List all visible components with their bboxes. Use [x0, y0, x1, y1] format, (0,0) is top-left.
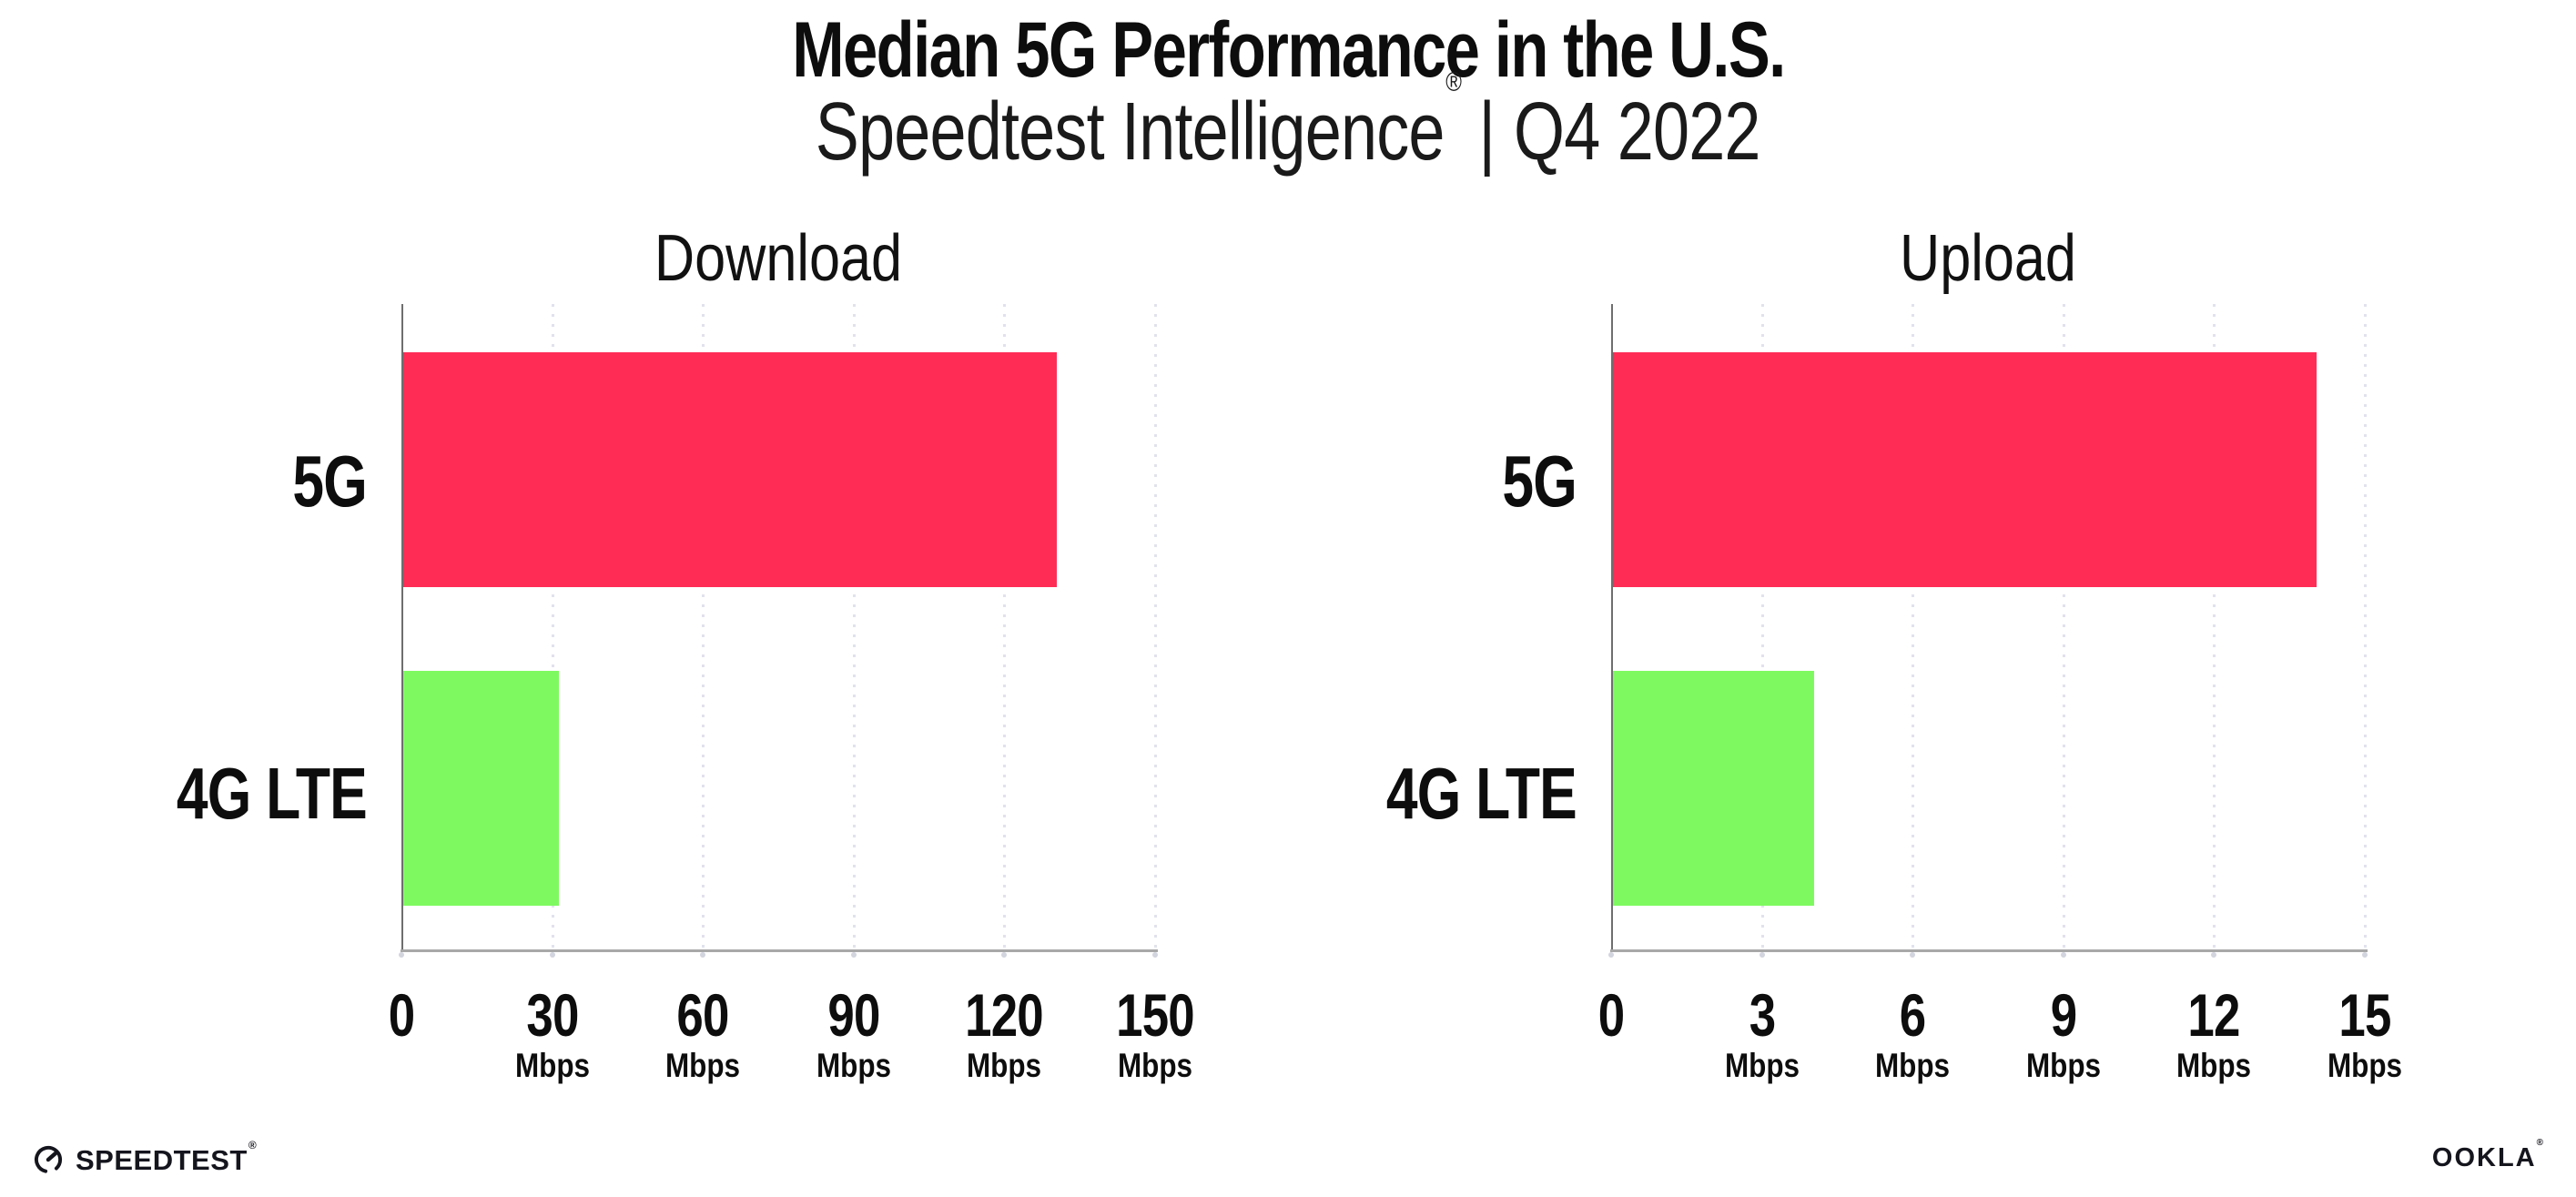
y-axis-spine: [401, 304, 403, 949]
x-tick-mark: [1001, 952, 1008, 958]
category-label-5g: 5G: [292, 441, 367, 522]
ookla-label: OOKLA: [2431, 1143, 2537, 1172]
x-tick-mark: [1759, 952, 1765, 958]
gridline: [1003, 304, 1007, 949]
x-axis-line: [1610, 949, 2368, 952]
speedtest-label: SPEEDTEST: [76, 1143, 248, 1176]
ookla-registered-mark: ®: [2536, 1138, 2545, 1149]
x-tick-label: 15: [2338, 981, 2391, 1049]
gridline: [702, 304, 705, 949]
x-tick-label: 60: [676, 981, 730, 1049]
y-axis-spine: [1611, 304, 1613, 949]
x-tick-label: 30: [526, 981, 579, 1049]
x-tick-mark: [1910, 952, 1916, 958]
bar-4g-lte: [1613, 671, 1814, 906]
x-tick-label: 150: [1116, 981, 1195, 1049]
x-tick-label: 12: [2187, 981, 2241, 1049]
x-tick-label: 0: [1597, 981, 1625, 1049]
speedtest-gauge-icon: [34, 1145, 63, 1173]
gridline: [2364, 304, 2367, 949]
registered-mark-icon: ®: [1445, 67, 1463, 97]
gridline: [1912, 304, 1915, 949]
x-tick-mark: [700, 952, 706, 958]
x-tick-mark: [2362, 952, 2368, 958]
gridline: [2213, 304, 2216, 949]
x-tick-label: 3: [1749, 981, 1775, 1049]
bar-5g: [1613, 352, 2317, 587]
x-tick-label: 90: [827, 981, 880, 1049]
x-tick-mark: [1608, 952, 1614, 958]
page-subtitle-text: Speedtest Intelligence® | Q4 2022: [816, 69, 1761, 178]
speedtest-logo: SPEEDTEST®: [33, 1140, 257, 1176]
page-title: Median 5G Performance in the U.S.: [0, 11, 2576, 89]
category-label-4g-lte: 4G LTE: [176, 753, 368, 834]
speedtest-wordmark: SPEEDTEST®: [76, 1140, 257, 1176]
x-tick-unit-label: Mbps: [665, 1047, 741, 1084]
x-tick-unit-label: Mbps: [2176, 1047, 2252, 1084]
subtitle-period: Q4 2022: [1514, 86, 1760, 178]
gridline: [1154, 304, 1157, 949]
gridline: [551, 304, 554, 949]
page-subtitle: Speedtest Intelligence® | Q4 2022: [0, 69, 2576, 178]
x-tick-unit-label: Mbps: [967, 1047, 1042, 1084]
ookla-logo: OOKLA®: [2431, 1139, 2545, 1172]
x-tick-mark: [549, 952, 555, 958]
x-tick-mark: [850, 952, 857, 958]
x-tick-unit-label: Mbps: [1724, 1047, 1800, 1084]
x-tick-mark: [1152, 952, 1158, 958]
x-tick-unit-label: Mbps: [2025, 1047, 2101, 1084]
gridline: [852, 304, 856, 949]
x-tick-label: 120: [965, 981, 1045, 1049]
category-label-5g: 5G: [1502, 441, 1577, 522]
page-title-text: Median 5G Performance in the U.S.: [791, 6, 1786, 94]
x-tick-label: 0: [388, 981, 415, 1049]
speedtest-registered-mark: ®: [248, 1139, 258, 1152]
x-tick-mark: [2211, 952, 2217, 958]
category-label-4g-lte: 4G LTE: [1385, 753, 1577, 834]
x-tick-label: 6: [1899, 981, 1926, 1049]
chart-title-upload: Upload: [1900, 222, 2076, 295]
subtitle-brand: Speedtest Intelligence: [816, 86, 1445, 178]
gridline: [2062, 304, 2065, 949]
x-tick-unit-label: Mbps: [1875, 1047, 1951, 1084]
gridline: [1760, 304, 1764, 949]
x-axis-line: [401, 949, 1158, 952]
x-tick-unit-label: Mbps: [514, 1047, 590, 1084]
x-tick-unit-label: Mbps: [1117, 1047, 1193, 1084]
bar-4g-lte: [403, 671, 560, 906]
x-tick-unit-label: Mbps: [816, 1047, 891, 1084]
x-tick-unit-label: Mbps: [2327, 1047, 2403, 1084]
subtitle-separator: |: [1478, 86, 1496, 178]
x-tick-mark: [2060, 952, 2066, 958]
bar-5g: [403, 352, 1057, 587]
x-tick-label: 9: [2050, 981, 2077, 1049]
chart-title-download: Download: [654, 222, 903, 295]
x-tick-mark: [399, 952, 404, 958]
